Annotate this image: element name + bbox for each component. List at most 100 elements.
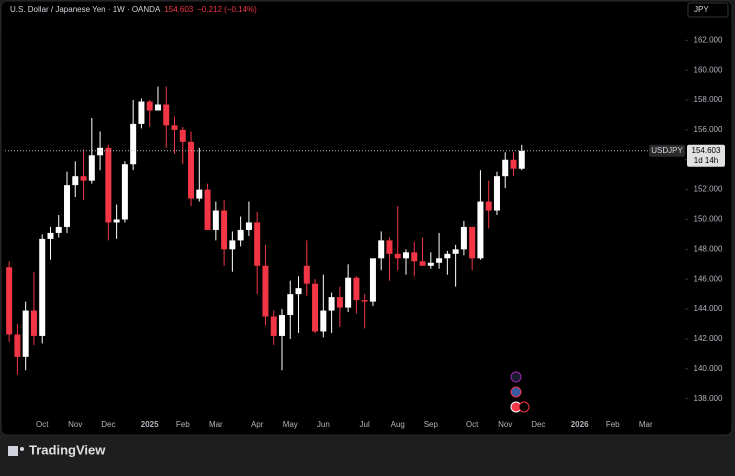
candle-body — [295, 288, 302, 295]
chart-panel — [0, 0, 733, 436]
candle-body — [477, 201, 484, 259]
candle-body — [221, 210, 228, 250]
x-tick-label: Oct — [466, 420, 479, 429]
candle-body — [245, 222, 252, 230]
x-tick-label: May — [283, 420, 298, 429]
countdown: 1d 14h — [694, 156, 718, 165]
candle-body — [121, 164, 128, 220]
candle-body — [254, 222, 261, 266]
x-tick-label: Nov — [68, 420, 82, 429]
y-tick-label: 138.000 — [694, 394, 723, 403]
candle-body — [130, 123, 137, 165]
candle-body — [369, 258, 376, 302]
symbol-tag-bg — [649, 144, 685, 157]
x-tick-label: Sep — [424, 420, 439, 429]
candle-body — [14, 334, 21, 357]
x-tick-label: Mar — [639, 420, 653, 429]
x-tick-label: Jun — [317, 420, 330, 429]
y-tick-label: 158.000 — [694, 95, 723, 104]
candle-body — [88, 155, 95, 181]
candle-body — [460, 226, 467, 250]
candle-body — [196, 189, 203, 199]
candle-body — [47, 232, 54, 239]
candle-body — [411, 252, 418, 262]
candle-body — [204, 189, 211, 230]
candle-body — [502, 159, 509, 177]
candle-body — [386, 240, 393, 254]
candle-body — [303, 265, 310, 284]
candle-body — [212, 210, 219, 230]
candle-body — [320, 310, 327, 332]
candle-body — [22, 310, 29, 357]
x-tick-label: Feb — [606, 420, 620, 429]
candle-body — [237, 229, 244, 241]
candle-body — [146, 101, 153, 111]
y-tick-label: 144.000 — [694, 304, 723, 313]
candle-body — [287, 294, 294, 316]
x-tick-label: Aug — [391, 420, 405, 429]
candle-body — [154, 104, 161, 111]
candle-body — [312, 283, 319, 332]
x-tick-label: Jul — [360, 420, 370, 429]
y-tick-label: 146.000 — [694, 274, 723, 283]
candle-body — [361, 300, 368, 302]
candle-body — [229, 240, 236, 250]
x-tick-label: Oct — [36, 420, 49, 429]
candle-body — [469, 226, 476, 259]
price-tag: 154.603 — [692, 146, 721, 155]
candle-body — [171, 125, 178, 130]
candle-body — [138, 101, 145, 124]
candle-body — [30, 310, 37, 336]
price-tag-bg — [687, 144, 725, 167]
candle-body — [278, 315, 285, 336]
candle-body — [378, 240, 385, 259]
candle-body — [452, 249, 459, 254]
candle-body — [270, 316, 277, 336]
y-tick-label: 156.000 — [694, 125, 723, 134]
candle-body — [179, 129, 186, 142]
y-tick-label: 140.000 — [694, 364, 723, 373]
y-tick-label: 150.000 — [694, 215, 723, 224]
candle-body — [39, 238, 46, 336]
x-tick-label: Dec — [531, 420, 545, 429]
candle-body — [55, 226, 62, 233]
candle-body — [80, 176, 87, 181]
logo — [8, 446, 24, 456]
candle-body — [493, 176, 500, 211]
currency-button[interactable] — [687, 2, 729, 18]
candle-body — [518, 150, 525, 169]
event-icons — [510, 371, 530, 413]
candle-body — [419, 261, 426, 266]
brand: TradingView — [29, 442, 106, 457]
x-tick-label: Apr — [251, 420, 264, 429]
candle-body — [336, 297, 343, 308]
y-tick-label: 162.000 — [694, 35, 723, 44]
candle-body — [113, 219, 120, 223]
candle-body — [394, 253, 401, 259]
x-tick-label: Feb — [176, 420, 190, 429]
candle-body — [353, 277, 360, 301]
candle-body — [436, 258, 443, 263]
y-tick-label: 142.000 — [694, 334, 723, 343]
y-tick-label: 160.000 — [694, 65, 723, 74]
chart-title: U.S. Dollar / Japanese Yen · 1W · OANDA — [10, 5, 161, 14]
currency[interactable]: JPY — [694, 5, 709, 14]
candle-body — [188, 141, 195, 199]
candle-body — [345, 277, 352, 308]
header-change: −0.212 (−0.14%) — [197, 5, 257, 14]
x-tick-label: Mar — [209, 420, 223, 429]
x-tick-label: 2026 — [571, 420, 589, 429]
header-price: 154.603 — [164, 5, 193, 14]
candle-body — [403, 252, 410, 259]
candle-body — [510, 159, 517, 169]
x-tick-label: Dec — [101, 420, 115, 429]
candle-body — [485, 201, 492, 211]
candle-body — [427, 262, 434, 266]
y-tick-label: 148.000 — [694, 244, 723, 253]
candle-body — [328, 297, 335, 311]
candle-body — [444, 253, 451, 259]
x-tick-label: 2025 — [141, 420, 159, 429]
candle-body — [64, 185, 71, 227]
